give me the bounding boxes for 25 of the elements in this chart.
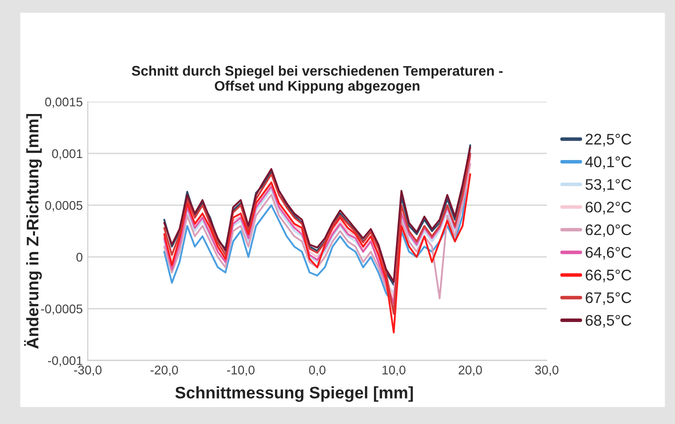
legend-label: 64,6°C <box>586 247 632 260</box>
legend-label: 53,1°C <box>586 179 632 192</box>
x-tick-label: 0,0 <box>309 366 326 376</box>
x-tick-label: 10,0 <box>382 366 406 376</box>
x-tick-label: 30,0 <box>535 366 558 376</box>
x-tick-label: 20,0 <box>458 366 482 376</box>
legend-label: 67,5°C <box>586 292 632 305</box>
legend-label: 40,1°C <box>585 156 632 170</box>
y-tick-label: 0,0015 <box>45 98 82 108</box>
y-tick-label: 0,0005 <box>45 201 82 212</box>
x-tick-label: -20,0 <box>150 366 178 376</box>
x-tick-label: -30,0 <box>74 366 102 376</box>
y-tick-label: 0 <box>76 252 82 262</box>
legend-label: 68,5°C <box>586 314 632 328</box>
y-axis-title: Änderung in Z-Richtung [mm] <box>24 114 42 349</box>
legend-label: 62,0°C <box>586 224 632 237</box>
legend-label: 66,5°C <box>586 270 632 282</box>
x-axis-title: Schnittmessung Spiegel [mm] <box>175 386 413 402</box>
y-tick-label: 0,001 <box>52 149 82 160</box>
y-tick-label: -0,001 <box>48 356 82 367</box>
legend-label: 22,5°C <box>586 134 632 146</box>
legend-label: 60,2°C <box>586 202 632 214</box>
x-tick-label: -10,0 <box>227 366 255 376</box>
y-tick-label: -0,0005 <box>41 304 82 315</box>
chart-title: Schnitt durch Spiegel bei verschiedenen Temperaturen - Offset und Kippung abgezogen <box>132 66 503 94</box>
